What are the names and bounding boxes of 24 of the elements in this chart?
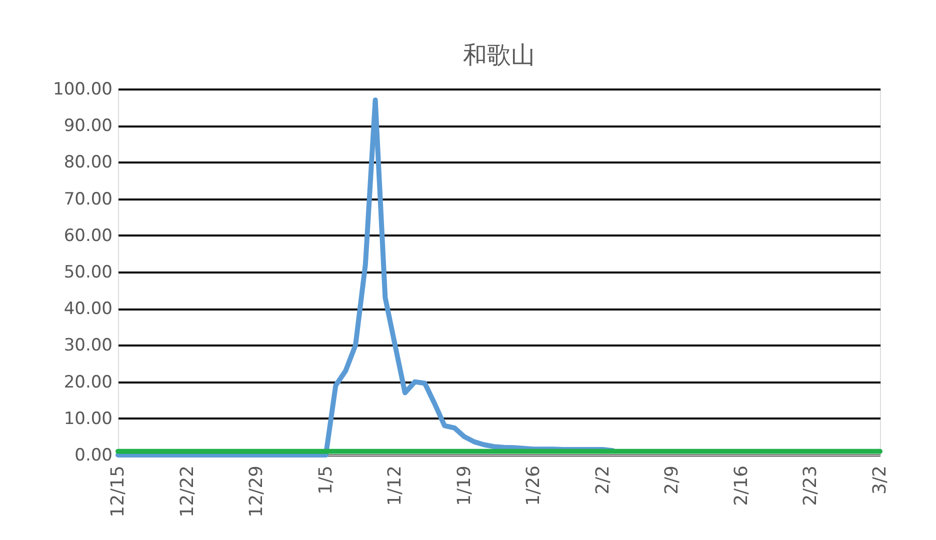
y-tick-label: 90.00 <box>64 116 112 136</box>
x-tick-label: 12/29 <box>246 466 268 518</box>
y-tick-label: 70.00 <box>64 189 112 210</box>
y-tick-label: 20.00 <box>64 372 112 392</box>
x-tick-label: 12/22 <box>176 466 198 518</box>
x-tick-label: 2/9 <box>662 466 683 494</box>
x-tick-label: 2/2 <box>592 466 614 494</box>
x-tick-label: 12/15 <box>108 466 128 518</box>
x-tick-label: 1/12 <box>384 466 406 506</box>
y-tick-label: 40.00 <box>64 299 112 320</box>
x-tick-label: 1/19 <box>454 466 475 506</box>
y-tick-label: 60.00 <box>64 226 112 246</box>
y-tick-label: 100.00 <box>53 80 112 100</box>
x-tick-label: 2/16 <box>730 466 752 506</box>
x-tick-label: 2/23 <box>800 466 822 506</box>
y-tick-label: 10.00 <box>64 408 112 429</box>
chart-title: 和歌山 <box>463 41 535 69</box>
x-tick-label: 1/5 <box>315 466 336 494</box>
x-tick-label: 1/26 <box>523 466 544 506</box>
y-tick-label: 80.00 <box>64 152 112 173</box>
x-tick-label: 3/2 <box>870 466 890 494</box>
y-tick-label: 30.00 <box>64 336 112 356</box>
y-tick-label: 0.00 <box>74 446 112 466</box>
y-tick-label: 50.00 <box>64 262 112 282</box>
